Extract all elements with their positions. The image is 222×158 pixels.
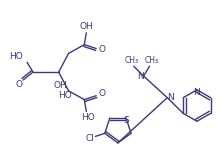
Text: CH₃: CH₃: [145, 56, 159, 65]
Text: HO: HO: [58, 91, 71, 100]
Text: O: O: [99, 45, 106, 54]
Text: O: O: [16, 80, 23, 89]
Text: N: N: [194, 88, 200, 97]
Text: N: N: [137, 72, 144, 81]
Text: S: S: [123, 116, 129, 125]
Text: HO: HO: [9, 52, 23, 61]
Text: CH₃: CH₃: [125, 56, 139, 65]
Text: O: O: [99, 89, 106, 98]
Text: N: N: [167, 93, 174, 102]
Text: OH: OH: [79, 22, 93, 31]
Text: Cl: Cl: [85, 134, 94, 143]
Text: HO: HO: [81, 113, 95, 122]
Text: OH: OH: [54, 81, 67, 90]
